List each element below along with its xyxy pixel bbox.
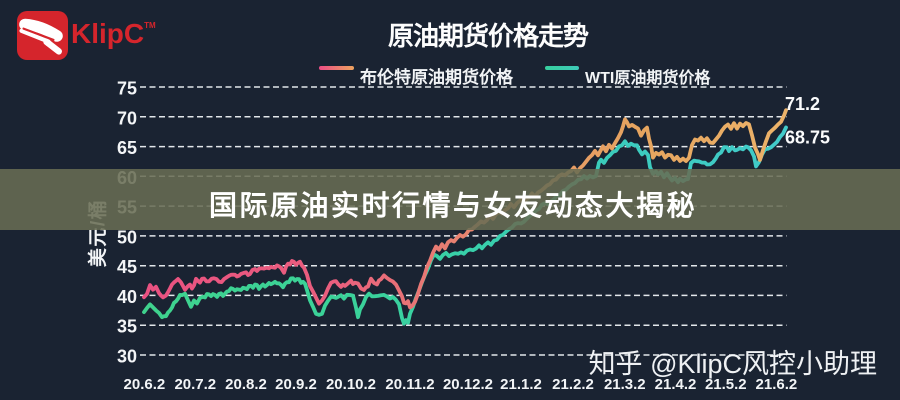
svg-text:21.5.2: 21.5.2 xyxy=(705,376,747,393)
svg-text:70: 70 xyxy=(117,108,137,128)
svg-text:20.9.2: 20.9.2 xyxy=(275,376,317,393)
svg-text:71.2: 71.2 xyxy=(785,94,820,114)
svg-text:20.12.2: 20.12.2 xyxy=(443,376,493,393)
svg-text:20.6.2: 20.6.2 xyxy=(124,376,166,393)
svg-text:75: 75 xyxy=(117,79,137,99)
svg-text:20.10.2: 20.10.2 xyxy=(326,376,376,393)
svg-text:21.2.2: 21.2.2 xyxy=(552,376,594,393)
svg-text:20.11.2: 20.11.2 xyxy=(385,376,434,393)
svg-text:50: 50 xyxy=(117,227,137,247)
svg-text:21.1.2: 21.1.2 xyxy=(500,376,542,393)
svg-text:21.4.2: 21.4.2 xyxy=(655,376,697,393)
svg-text:68.75: 68.75 xyxy=(785,128,830,148)
svg-text:21.3.2: 21.3.2 xyxy=(604,376,646,393)
svg-text:45: 45 xyxy=(117,257,137,277)
svg-text:20.7.2: 20.7.2 xyxy=(174,376,216,393)
svg-text:40: 40 xyxy=(117,287,137,307)
svg-text:21.6.2: 21.6.2 xyxy=(756,376,798,393)
svg-text:35: 35 xyxy=(117,317,137,337)
svg-text:30: 30 xyxy=(117,347,137,367)
svg-text:20.8.2: 20.8.2 xyxy=(225,376,267,393)
svg-text:65: 65 xyxy=(117,138,137,158)
